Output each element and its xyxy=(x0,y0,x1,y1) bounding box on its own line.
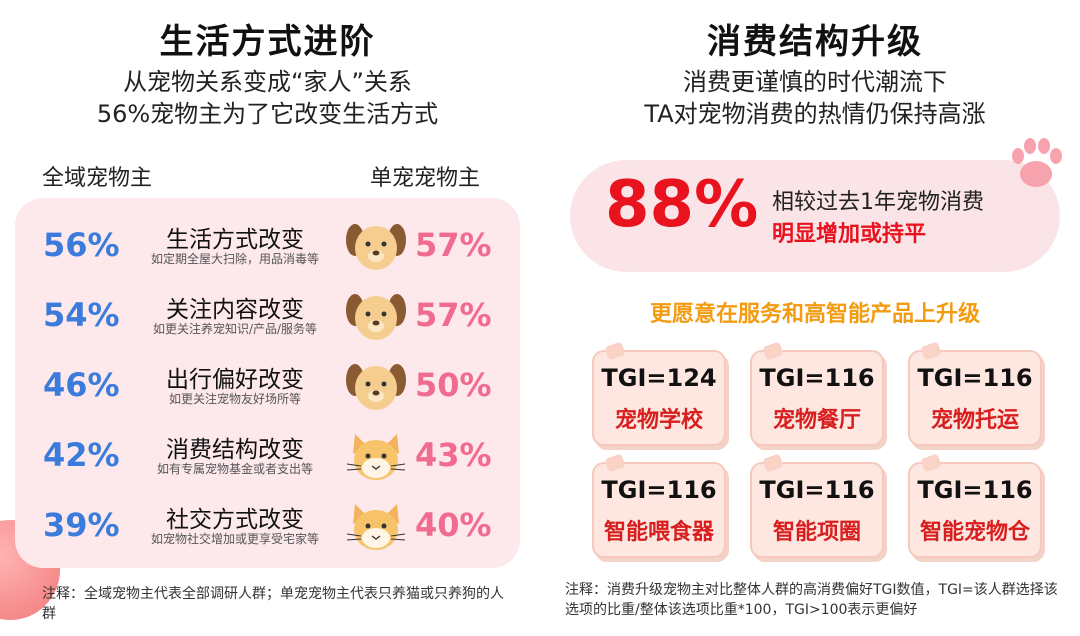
pct-all: 56% xyxy=(43,226,120,264)
left-title: 生活方式进阶 xyxy=(159,22,376,62)
tgi-value: TGI=116 xyxy=(759,476,875,504)
row-label: 社交方式改变 xyxy=(166,507,304,533)
pct-single: 57% xyxy=(415,296,492,334)
tgi-card: TGI=116 智能喂食器 xyxy=(592,453,726,558)
tgi-value: TGI=116 xyxy=(917,476,1033,504)
cat-icon xyxy=(346,504,406,550)
left-subtitle-2: 56%宠物主为了它改变生活方式 xyxy=(96,100,439,128)
upgrade-title: 更愿意在服务和高智能产品上升级 xyxy=(649,302,980,327)
tgi-card: TGI=116 宠物餐厅 xyxy=(750,341,884,446)
paw-icon xyxy=(1012,138,1062,187)
comparison-row: 39% 社交方式改变 如宠物社交增加或更享受宅家等 40% xyxy=(15,496,520,566)
comparison-row: 46% 出行偏好改变 如更关注宠物友好场所等 50% xyxy=(15,356,520,426)
pct-single: 40% xyxy=(415,506,492,544)
row-sub: 如定期全屋大扫除，用品消毒等 xyxy=(150,252,319,266)
tgi-value: TGI=116 xyxy=(601,476,717,504)
tgi-card: TGI=116 宠物托运 xyxy=(908,341,1042,446)
tgi-value: TGI=124 xyxy=(601,364,717,392)
pct-all: 39% xyxy=(43,506,120,544)
column-header-all: 全域宠物主 xyxy=(42,166,153,191)
big-text-2: 明显增加或持平 xyxy=(772,222,927,247)
comparison-row: 56% 生活方式改变 如定期全屋大扫除，用品消毒等 57% xyxy=(15,216,520,286)
pct-all: 46% xyxy=(43,366,120,404)
big-text-1: 相较过去1年宠物消费 xyxy=(772,190,984,215)
tgi-card: TGI=116 智能项圈 xyxy=(750,453,884,558)
tgi-name: 宠物学校 xyxy=(614,408,703,433)
dog-icon xyxy=(346,224,406,270)
tgi-card: TGI=124 宠物学校 xyxy=(592,341,726,446)
right-subtitle-1: 消费更谨慎的时代潮流下 xyxy=(683,68,947,96)
left-subtitle-1: 从宠物关系变成“家人”关系 xyxy=(123,68,412,96)
row-label: 消费结构改变 xyxy=(166,437,304,463)
left-note: 注释：全域宠物主代表全部调研人群；单宠宠物主代表只养猫或只养狗的人群 xyxy=(42,586,504,622)
row-sub: 如有专属宠物基金或者支出等 xyxy=(156,462,313,476)
dog-icon xyxy=(346,294,406,340)
pct-all: 54% xyxy=(43,296,120,334)
dog-icon xyxy=(346,364,406,410)
cat-icon xyxy=(346,434,406,480)
comparison-card: 56% 生活方式改变 如定期全屋大扫除，用品消毒等 57% 54% 关注内容改变… xyxy=(15,198,520,568)
row-label: 出行偏好改变 xyxy=(166,367,304,393)
pct-single: 43% xyxy=(415,436,492,474)
row-sub: 如宠物社交增加或更享受宅家等 xyxy=(150,532,319,546)
right-note: 注释：消费升级宠物主对比整体人群的高消费偏好TGI数值，TGI=该人群选择该选项… xyxy=(565,582,1058,618)
tgi-name: 宠物餐厅 xyxy=(772,408,861,433)
row-label: 生活方式改变 xyxy=(166,227,304,253)
tgi-card: TGI=116 智能宠物仓 xyxy=(908,453,1042,558)
pct-single: 50% xyxy=(415,366,492,404)
pct-all: 42% xyxy=(43,436,120,474)
comparison-row: 42% 消费结构改变 如有专属宠物基金或者支出等 43% xyxy=(15,426,520,496)
tgi-name: 宠物托运 xyxy=(930,408,1019,433)
big-number: 88% xyxy=(605,168,759,242)
pct-single: 57% xyxy=(415,226,492,264)
tgi-name: 智能项圈 xyxy=(772,520,861,545)
tgi-value: TGI=116 xyxy=(759,364,875,392)
tgi-name: 智能喂食器 xyxy=(603,520,714,545)
row-sub: 如更关注养宠知识/产品/服务等 xyxy=(152,322,318,336)
highlight-card xyxy=(570,160,1060,272)
right-subtitle-2: TA对宠物消费的热情仍保持高涨 xyxy=(644,100,986,128)
tgi-name: 智能宠物仓 xyxy=(919,520,1030,545)
row-sub: 如更关注宠物友好场所等 xyxy=(168,392,301,406)
column-header-single: 单宠宠物主 xyxy=(370,166,481,191)
right-title: 消费结构升级 xyxy=(707,22,923,62)
row-label: 关注内容改变 xyxy=(166,297,304,323)
comparison-row: 54% 关注内容改变 如更关注养宠知识/产品/服务等 57% xyxy=(15,286,520,356)
tgi-value: TGI=116 xyxy=(917,364,1033,392)
